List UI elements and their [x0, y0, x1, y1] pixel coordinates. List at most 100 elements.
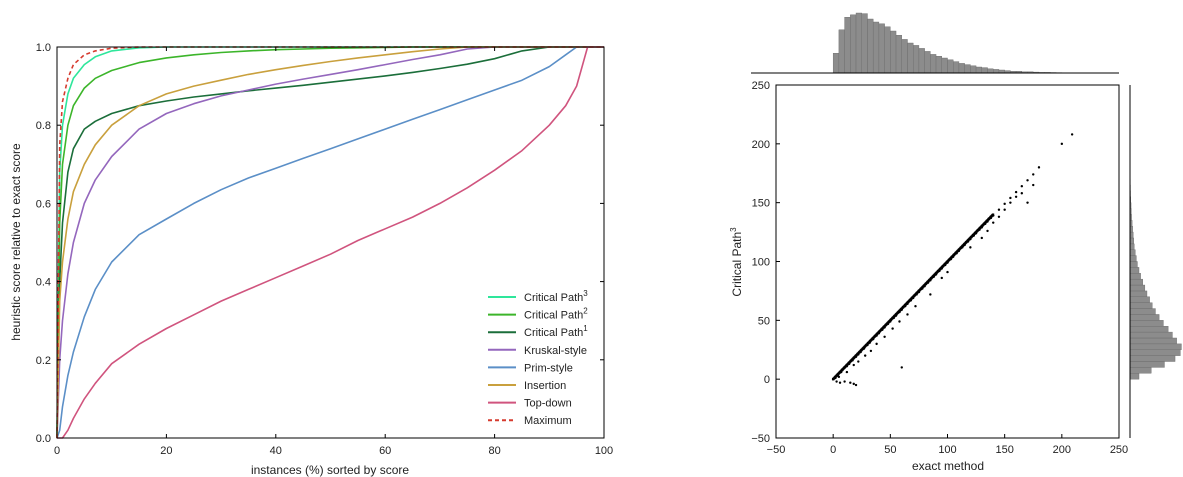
scatter-point: [857, 360, 860, 363]
y-tick-label: 150: [752, 198, 770, 210]
scatter-point: [929, 279, 932, 282]
scatter-point: [992, 221, 995, 224]
scatter-point: [900, 366, 903, 369]
scatter-point: [900, 308, 903, 311]
scatter-point: [852, 363, 855, 367]
y-tick-label: 200: [752, 139, 770, 151]
scatter-point: [929, 293, 932, 296]
scatter-point: [898, 320, 901, 323]
scatter-point: [851, 359, 854, 362]
histogram-bar: [947, 59, 954, 74]
histogram-bar: [941, 57, 948, 74]
histogram-bar: [855, 12, 862, 74]
scatter-point: [849, 381, 852, 384]
scatter-point: [883, 335, 886, 339]
scatter-point: [1003, 208, 1006, 211]
scatter-point: [986, 220, 989, 223]
scatter-point: [852, 382, 855, 386]
histogram-bar: [895, 35, 902, 74]
x-tick-label: 20: [160, 445, 172, 457]
scatter-point: [898, 310, 901, 314]
y-tick-label: 0: [764, 374, 770, 386]
histogram-bar: [1129, 290, 1148, 297]
scatter-point: [997, 215, 1001, 218]
y-tick-label: −50: [751, 433, 770, 445]
scatter-point: [877, 332, 881, 335]
scatter-point: [1009, 201, 1012, 204]
histogram-bar: [1129, 314, 1160, 321]
histogram-bar: [1129, 255, 1137, 262]
scatter-point: [1014, 190, 1018, 194]
scatter-point: [854, 383, 858, 387]
scatter-point: [1032, 173, 1035, 176]
histogram-bar: [1129, 331, 1173, 339]
histogram-bar: [987, 68, 994, 74]
histogram-bar: [878, 23, 885, 74]
x-tick-label: 100: [595, 445, 613, 457]
legend-label: Critical Path2: [524, 307, 588, 322]
line-chart-x-ticks: 0 20 40 60 80 100: [54, 47, 613, 457]
histogram-bar: [993, 69, 1000, 74]
scatter-point: [949, 257, 953, 261]
scatter-point: [1020, 184, 1024, 188]
legend-label: Critical Path1: [524, 324, 588, 339]
scatter-point: [866, 343, 869, 347]
scatter-point: [868, 341, 871, 344]
line-series-group: [56, 46, 604, 439]
scatter-point: [906, 302, 909, 306]
histogram-bar: [832, 53, 840, 74]
histogram-bar: [1129, 326, 1169, 333]
scatter-chart-x-ticks: −50 0 50 100 150 200 250: [767, 434, 1128, 456]
histogram-bar: [958, 63, 965, 74]
scatter-point: [849, 360, 852, 363]
scatter-point: [957, 249, 961, 253]
scatter-point: [1026, 179, 1029, 182]
scatter-point: [831, 377, 835, 381]
scatter-point: [992, 214, 995, 217]
y-tick-label: 0.0: [36, 433, 51, 445]
scatter-point: [946, 261, 949, 264]
scatter-point: [875, 342, 878, 346]
y-tick-label: 0.6: [36, 198, 51, 210]
histogram-bar: [1129, 243, 1135, 250]
scatter-point: [889, 320, 892, 323]
scatter-point: [869, 349, 873, 353]
histogram-bar: [981, 67, 988, 74]
y-tick-label: 1.0: [36, 42, 51, 54]
scatter-point: [917, 290, 921, 294]
x-tick-label: 100: [938, 444, 956, 456]
line-chart-y-axis-label: heuristic score relative to exact score: [9, 143, 23, 341]
histogram-bar: [844, 17, 851, 74]
scatter-point: [980, 226, 983, 229]
scatter-point: [926, 281, 930, 284]
series-line-5: [56, 46, 604, 439]
scatter-point: [871, 337, 875, 341]
histogram-bar: [930, 54, 937, 74]
histogram-bar: [1129, 373, 1140, 380]
scatter-point: [934, 273, 938, 276]
histogram-bar: [953, 61, 960, 74]
x-tick-label: 250: [1110, 444, 1128, 456]
scatter-point: [1014, 195, 1018, 198]
histogram-bar: [1129, 343, 1182, 350]
scatter-point: [845, 370, 849, 374]
histogram-bar: [1129, 267, 1140, 274]
scatter-point: [835, 380, 838, 383]
scatter-point: [963, 243, 966, 247]
histogram-bar: [1129, 284, 1146, 292]
histogram-bar: [867, 18, 874, 74]
scatter-point: [863, 354, 867, 357]
histogram-bar: [1129, 355, 1176, 362]
scatter-point: [845, 365, 849, 368]
histogram-bar: [1129, 337, 1177, 345]
histogram-bar: [1129, 296, 1150, 303]
histogram-bar: [1129, 367, 1152, 374]
scatter-point: [854, 355, 858, 359]
scatter-point-group: [831, 133, 1074, 387]
scatter-point: [969, 246, 972, 249]
scatter-chart-y-axis-label: Critical Path3: [729, 227, 744, 297]
scatter-point: [847, 362, 851, 366]
scatter-point: [961, 246, 964, 249]
scatter-point: [837, 375, 841, 379]
